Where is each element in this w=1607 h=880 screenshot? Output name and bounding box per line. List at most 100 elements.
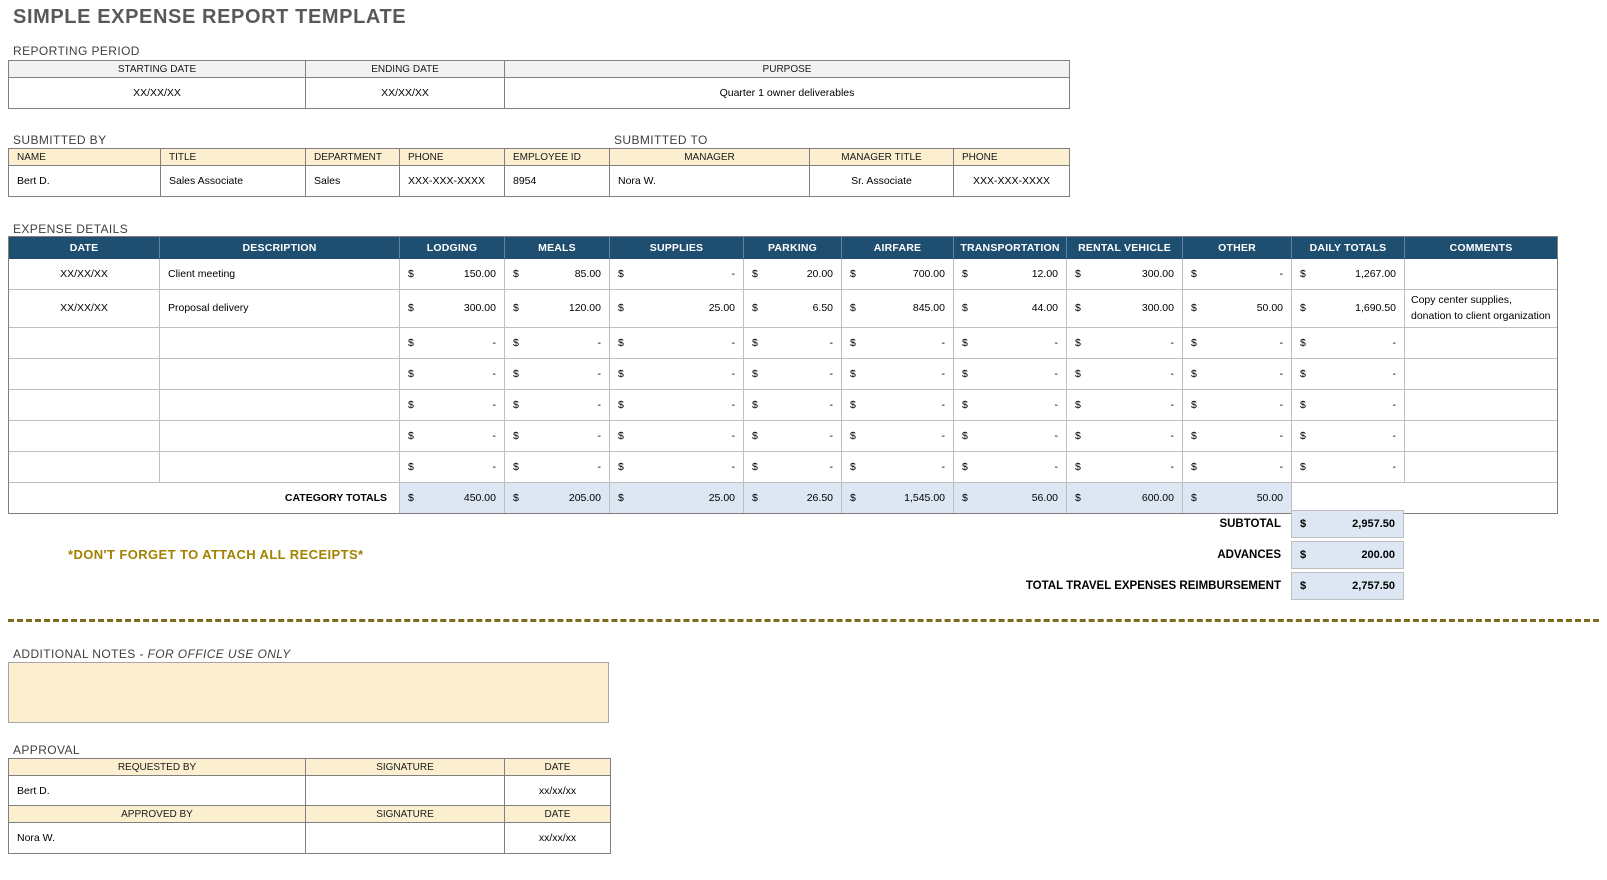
airfare-cell[interactable]: $ -: [842, 451, 954, 483]
transportation-cell[interactable]: $ -: [954, 420, 1067, 452]
comment-cell[interactable]: [1405, 259, 1557, 290]
phone-value[interactable]: XXX-XXX-XXXX: [400, 166, 505, 196]
date-cell[interactable]: [9, 327, 160, 359]
approved-signature-field[interactable]: [306, 823, 505, 853]
meals-cell[interactable]: $ -: [505, 420, 610, 452]
description-cell[interactable]: [160, 420, 400, 452]
approved-date-value[interactable]: xx/xx/xx: [538, 832, 577, 844]
requested-signature-field[interactable]: [306, 776, 505, 806]
supplies-cell[interactable]: $ -: [610, 389, 744, 421]
lodging-cell[interactable]: $ -: [400, 451, 505, 483]
currency-symbol: $: [408, 460, 414, 473]
parking-cell[interactable]: $ -: [744, 389, 842, 421]
supplies-cell[interactable]: $ -: [610, 327, 744, 359]
other-cell[interactable]: $ -: [1183, 259, 1292, 290]
other-cell[interactable]: $50.00: [1183, 290, 1292, 328]
advances-value[interactable]: $ 200.00: [1291, 541, 1404, 569]
comment-cell[interactable]: Copy center supplies, donation to client…: [1405, 290, 1557, 328]
name-value[interactable]: Bert D.: [9, 166, 161, 196]
comment-cell[interactable]: [1405, 452, 1557, 483]
description-cell[interactable]: [160, 327, 400, 359]
title-value[interactable]: Sales Associate: [161, 166, 306, 196]
parking-cell[interactable]: $ -: [744, 358, 842, 390]
meals-cell[interactable]: $ -: [505, 327, 610, 359]
requested-date-value[interactable]: xx/xx/xx: [505, 776, 610, 806]
lodging-cell[interactable]: $ -: [400, 327, 505, 359]
other-cell[interactable]: $ -: [1183, 389, 1292, 421]
additional-notes-field[interactable]: [8, 662, 609, 723]
rental-vehicle-cell[interactable]: $ -: [1067, 451, 1183, 483]
comment-cell[interactable]: [1405, 328, 1557, 359]
rental-vehicle-cell[interactable]: $ -: [1067, 358, 1183, 390]
supplies-cell[interactable]: $ -: [610, 420, 744, 452]
currency-symbol: $: [408, 491, 414, 504]
supplies-cell[interactable]: $ -: [610, 259, 744, 290]
date-cell[interactable]: XX/XX/XX: [9, 290, 160, 328]
supplies-cell[interactable]: $ -: [610, 451, 744, 483]
approval-header-approved-by: APPROVED BY: [9, 806, 306, 823]
lodging-cell[interactable]: $ -: [400, 389, 505, 421]
department-value[interactable]: Sales: [306, 166, 400, 196]
airfare-cell[interactable]: $845.00: [842, 290, 954, 328]
supplies-cell[interactable]: $ -: [610, 358, 744, 390]
starting-date-value[interactable]: XX/XX/XX: [9, 78, 306, 108]
meals-cell[interactable]: $ -: [505, 358, 610, 390]
other-cell[interactable]: $ -: [1183, 327, 1292, 359]
ending-date-value[interactable]: XX/XX/XX: [306, 78, 505, 108]
transportation-cell[interactable]: $ -: [954, 358, 1067, 390]
supplies-cell[interactable]: $25.00: [610, 290, 744, 328]
transportation-cell[interactable]: $44.00: [954, 290, 1067, 328]
comment-cell[interactable]: [1405, 359, 1557, 390]
manager-value[interactable]: Nora W.: [610, 166, 810, 196]
date-cell[interactable]: [9, 389, 160, 421]
date-cell[interactable]: [9, 358, 160, 390]
meals-cell[interactable]: $120.00: [505, 290, 610, 328]
rental-vehicle-cell[interactable]: $ -: [1067, 420, 1183, 452]
parking-cell[interactable]: $ -: [744, 327, 842, 359]
airfare-cell[interactable]: $ -: [842, 389, 954, 421]
comment-cell[interactable]: [1405, 390, 1557, 421]
other-cell[interactable]: $ -: [1183, 358, 1292, 390]
lodging-cell[interactable]: $ -: [400, 420, 505, 452]
description-cell[interactable]: Client meeting: [160, 259, 400, 290]
manager-phone-value[interactable]: XXX-XXX-XXXX: [972, 175, 1051, 187]
transportation-cell[interactable]: $ -: [954, 327, 1067, 359]
purpose-value[interactable]: Quarter 1 owner deliverables: [719, 87, 855, 99]
date-cell[interactable]: [9, 451, 160, 483]
airfare-cell[interactable]: $ -: [842, 358, 954, 390]
rental-vehicle-cell[interactable]: $300.00: [1067, 290, 1183, 328]
rental-vehicle-cell[interactable]: $ -: [1067, 327, 1183, 359]
parking-cell[interactable]: $6.50: [744, 290, 842, 328]
airfare-cell[interactable]: $700.00: [842, 259, 954, 290]
date-cell[interactable]: [9, 420, 160, 452]
approved-by-name[interactable]: Nora W.: [9, 823, 306, 853]
date-cell[interactable]: XX/XX/XX: [9, 259, 160, 290]
meals-cell[interactable]: $ -: [505, 451, 610, 483]
manager-title-value[interactable]: Sr. Associate: [810, 166, 954, 196]
description-cell[interactable]: [160, 389, 400, 421]
transportation-cell[interactable]: $12.00: [954, 259, 1067, 290]
employee-id-value[interactable]: 8954: [505, 166, 610, 196]
parking-cell[interactable]: $ -: [744, 451, 842, 483]
other-cell-amount: -: [1279, 429, 1284, 442]
transportation-cell[interactable]: $ -: [954, 451, 1067, 483]
meals-cell[interactable]: $85.00: [505, 259, 610, 290]
airfare-cell[interactable]: $ -: [842, 327, 954, 359]
transportation-cell[interactable]: $ -: [954, 389, 1067, 421]
airfare-cell[interactable]: $ -: [842, 420, 954, 452]
parking-cell[interactable]: $20.00: [744, 259, 842, 290]
rental-vehicle-cell[interactable]: $ -: [1067, 389, 1183, 421]
description-cell[interactable]: [160, 451, 400, 483]
lodging-cell[interactable]: $300.00: [400, 290, 505, 328]
other-cell[interactable]: $ -: [1183, 451, 1292, 483]
description-cell[interactable]: Proposal delivery: [160, 290, 400, 328]
rental-vehicle-cell[interactable]: $300.00: [1067, 259, 1183, 290]
meals-cell[interactable]: $ -: [505, 389, 610, 421]
lodging-cell[interactable]: $150.00: [400, 259, 505, 290]
requested-by-name[interactable]: Bert D.: [9, 776, 306, 806]
parking-cell[interactable]: $ -: [744, 420, 842, 452]
other-cell[interactable]: $ -: [1183, 420, 1292, 452]
lodging-cell[interactable]: $ -: [400, 358, 505, 390]
description-cell[interactable]: [160, 358, 400, 390]
comment-cell[interactable]: [1405, 421, 1557, 452]
